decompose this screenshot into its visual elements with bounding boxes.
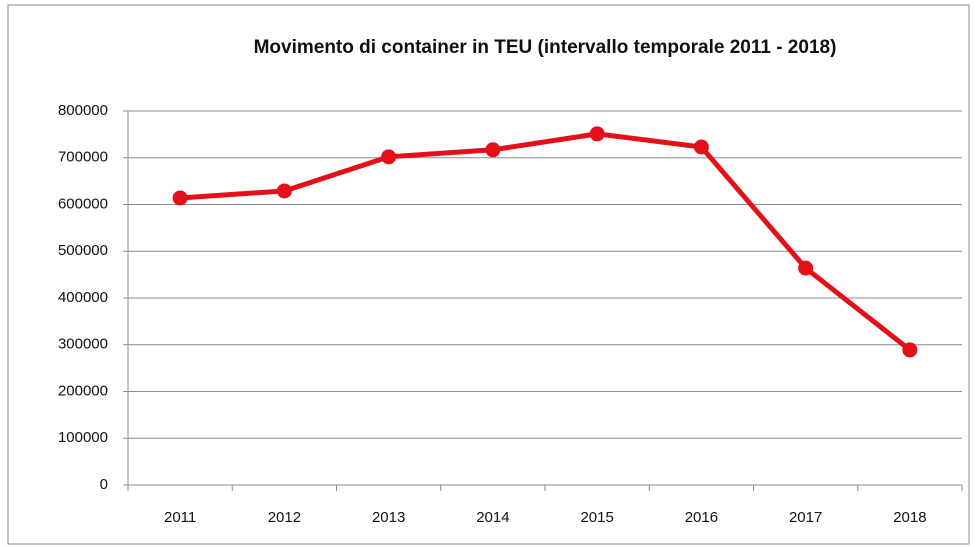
y-tick-label: 800000 [58, 102, 108, 119]
marker [902, 342, 918, 358]
x-tick-label: 2015 [580, 509, 613, 526]
y-tick-label: 400000 [58, 289, 108, 306]
y-tick-label: 100000 [58, 429, 108, 446]
marker [693, 139, 709, 155]
marker [172, 190, 188, 206]
marker [798, 260, 814, 276]
x-tick-label: 2014 [476, 509, 509, 526]
y-tick-label: 500000 [58, 242, 108, 259]
x-tick-label: 2016 [685, 509, 718, 526]
chart-border [7, 4, 970, 545]
y-tick-label: 300000 [58, 336, 108, 353]
marker [485, 142, 501, 158]
x-tick-label: 2013 [372, 509, 405, 526]
y-tick-label: 600000 [58, 195, 108, 212]
x-tick-label: 2018 [893, 509, 926, 526]
x-tick-label: 2012 [268, 509, 301, 526]
y-tick-label: 0 [100, 476, 108, 493]
x-tick-label: 2017 [789, 509, 822, 526]
line [179, 131, 912, 352]
marker [276, 183, 292, 199]
marker [589, 126, 605, 142]
chart-title: Movimento di container in TEU (intervall… [253, 37, 837, 58]
y-tick-label: 700000 [58, 149, 108, 166]
marker [381, 149, 397, 165]
x-tick-label: 2011 [164, 509, 196, 526]
y-tick-label: 200000 [58, 382, 108, 399]
